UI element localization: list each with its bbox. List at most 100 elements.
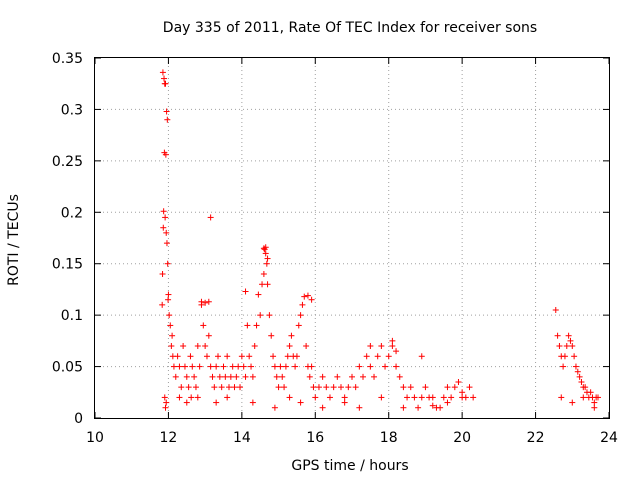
data-point [214,353,221,360]
data-point [242,373,249,380]
data-point [418,353,425,360]
data-point [389,337,396,344]
data-point [185,384,192,391]
data-point [233,373,240,380]
data-point [227,373,234,380]
y-tick-label: 0.15 [52,257,83,273]
data-point [196,363,203,370]
data-point [162,151,169,158]
y-tick-label: 0.2 [61,205,83,221]
data-point [240,363,247,370]
data-point [162,404,169,411]
data-point [571,353,578,360]
data-point [260,271,267,277]
data-point [582,384,589,391]
data-point [192,384,199,391]
data-point [451,384,458,391]
data-point [271,363,278,370]
data-point [572,363,579,370]
data-point [374,353,381,360]
data-point [367,343,374,349]
data-point [301,293,308,300]
data-point [565,332,572,339]
data-point [277,363,284,370]
data-point [159,301,166,308]
data-point [246,353,253,360]
x-tick-label: 18 [380,430,398,446]
data-point [176,394,183,401]
data-point [213,363,220,370]
data-point [229,363,236,370]
data-point [165,296,172,303]
data-point [264,255,271,262]
data-point [248,363,255,370]
data-points [159,69,601,411]
data-point [205,332,212,339]
data-point [194,394,201,401]
data-point [162,80,169,87]
data-point [162,214,169,221]
data-point [591,404,598,411]
data-point [407,384,414,391]
data-point [194,343,201,349]
data-point [554,332,561,339]
data-point [341,399,348,406]
data-point [337,384,344,391]
data-point [315,384,322,391]
data-point [251,343,258,349]
data-point [349,373,355,380]
data-point [455,379,462,385]
y-tick-label: 0.05 [52,360,83,376]
data-point [422,384,429,391]
data-point [567,337,574,344]
x-axis-ticks: 10 12 14 16 18 20 22 24 [86,58,618,446]
data-point [319,373,326,380]
data-point [262,250,269,257]
data-point [429,402,436,409]
data-point [209,373,216,380]
data-point [238,353,245,360]
data-point [378,394,385,401]
data-point [216,373,223,380]
data-point [594,394,601,401]
data-point [303,343,310,349]
data-point [211,384,218,391]
data-point [574,368,581,375]
data-point [352,384,359,391]
data-point [371,373,378,380]
data-point [207,363,214,370]
data-point [444,399,451,406]
data-point [363,353,370,360]
data-point [308,296,315,303]
data-point [306,373,313,380]
data-point [587,389,594,396]
x-tick-label: 20 [453,430,471,446]
data-point [178,384,185,391]
data-point [292,363,299,370]
data-point [183,373,190,380]
data-point [418,394,425,401]
data-point [437,404,444,411]
y-tick-label: 0.1 [61,308,83,324]
data-point [260,245,267,252]
data-point [166,312,173,319]
data-point [323,384,330,391]
data-point [160,224,167,231]
data-point [165,291,172,298]
data-point [181,363,188,370]
data-point [263,260,270,267]
data-point [202,343,209,349]
x-axis-label: GPS time / hours [291,458,408,474]
data-point [213,399,220,406]
data-point [282,363,289,370]
data-point [297,312,304,319]
data-point [286,394,293,401]
data-point [159,69,166,76]
data-point [231,384,238,391]
data-point [561,353,568,360]
data-point [271,404,278,411]
data-point [389,343,396,349]
data-point [226,384,233,391]
data-point [275,384,282,391]
